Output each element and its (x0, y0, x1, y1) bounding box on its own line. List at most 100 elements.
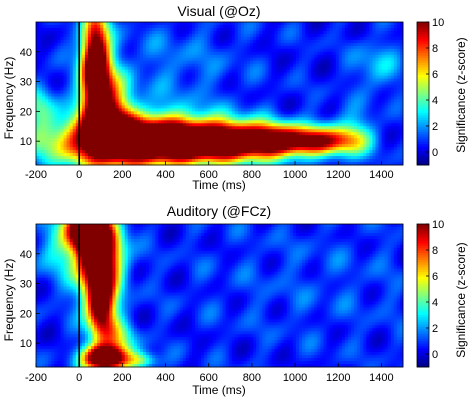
heatmap-cell (231, 30, 236, 35)
heatmap-cell (182, 81, 187, 85)
heatmap-cell (210, 48, 214, 53)
heatmap-cell (234, 24, 239, 29)
heatmap-cell (280, 123, 285, 127)
heatmap-cell (237, 138, 242, 142)
heatmap-cell (75, 22, 80, 26)
heatmap-cell (127, 111, 132, 115)
heatmap-cell (271, 132, 275, 136)
heatmap-cell (106, 105, 110, 109)
heatmap-cell (295, 87, 300, 91)
heatmap-cell (75, 39, 80, 44)
heatmap-cell (57, 27, 61, 32)
heatmap-cell (72, 57, 77, 62)
heatmap-cell (201, 93, 205, 97)
heatmap-cell (262, 102, 266, 106)
heatmap-cell (36, 99, 40, 103)
heatmap-cell (176, 81, 181, 85)
heatmap-cell (75, 84, 80, 88)
heatmap-cell (210, 144, 214, 148)
heatmap-cell (191, 63, 196, 68)
heatmap-cell (329, 69, 334, 74)
heatmap-cell (237, 51, 242, 56)
heatmap-cell (332, 105, 337, 109)
heatmap-cell (271, 102, 275, 106)
heatmap-cell (201, 75, 205, 80)
heatmap-cell (335, 39, 340, 44)
heatmap-cell (127, 126, 132, 130)
heatmap-cell (360, 69, 364, 74)
heatmap-cell (198, 99, 202, 103)
heatmap-cell (207, 54, 211, 59)
heatmap-cell (164, 36, 168, 41)
heatmap-cell (369, 132, 373, 136)
heatmap-cell (103, 129, 107, 133)
heatmap-cell (326, 45, 330, 50)
heatmap-cell (103, 84, 107, 88)
heatmap-cell (106, 126, 110, 130)
heatmap-cell (176, 22, 181, 26)
heatmap-cell (48, 126, 52, 130)
heatmap-cell (143, 96, 147, 100)
heatmap-cell (247, 48, 251, 53)
heatmap-cell (250, 81, 254, 85)
heatmap-cell (97, 111, 101, 115)
heatmap-cell (136, 48, 141, 53)
heatmap-cell (219, 78, 223, 82)
heatmap-cell (302, 96, 306, 100)
heatmap-cell (295, 22, 300, 26)
heatmap-cell (393, 69, 398, 74)
heatmap-cell (237, 66, 242, 71)
heatmap-cell (149, 27, 153, 32)
heatmap-cell (121, 123, 126, 127)
heatmap-cell (274, 81, 279, 85)
heatmap-cell (317, 141, 321, 145)
heatmap-cell (149, 78, 153, 82)
heatmap-cell (280, 93, 285, 97)
heatmap-cell (81, 90, 86, 94)
heatmap-cell (198, 132, 202, 136)
heatmap-cell (381, 60, 386, 65)
heatmap-cell (292, 39, 297, 44)
heatmap-cell (262, 27, 266, 32)
heatmap-cell (185, 22, 190, 26)
heatmap-cell (286, 135, 291, 139)
heatmap-cell (369, 57, 373, 62)
heatmap-cell (213, 111, 217, 115)
heatmap-cell (326, 138, 330, 142)
heatmap-cell (139, 120, 144, 124)
heatmap-cell (271, 78, 275, 82)
heatmap-cell (292, 87, 297, 91)
heatmap-cell (228, 117, 233, 121)
heatmap-cell (191, 102, 196, 106)
heatmap-cell (390, 69, 395, 74)
heatmap-cell (329, 33, 334, 38)
heatmap-cell (51, 141, 55, 145)
heatmap-cell (305, 36, 309, 41)
heatmap-cell (234, 72, 239, 77)
heatmap-cell (351, 69, 355, 74)
heatmap-cell (329, 57, 334, 62)
heatmap-cell (219, 42, 223, 47)
heatmap-cell (188, 51, 193, 56)
heatmap-cell (363, 22, 367, 26)
heatmap-cell (78, 141, 83, 145)
heatmap-cell (347, 60, 352, 65)
heatmap-cell (69, 111, 74, 115)
heatmap-cell (103, 78, 107, 82)
heatmap-cell (100, 138, 104, 142)
heatmap-cell (75, 90, 80, 94)
heatmap-cell (396, 117, 401, 121)
heatmap-cell (176, 57, 181, 62)
heatmap-cell (253, 84, 257, 88)
heatmap-cell (210, 78, 214, 82)
heatmap-cell (204, 99, 208, 103)
heatmap-cell (146, 111, 150, 115)
heatmap-cell (133, 57, 138, 62)
heatmap-cell (283, 99, 288, 103)
heatmap-cell (253, 45, 257, 50)
heatmap-cell (139, 60, 144, 65)
heatmap-cell (372, 108, 376, 112)
heatmap-cell (225, 78, 230, 82)
heatmap-cell (399, 132, 404, 136)
heatmap-cell (240, 87, 245, 91)
